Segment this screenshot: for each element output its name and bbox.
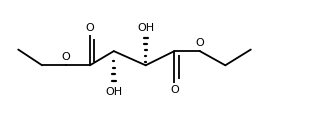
Text: O: O	[170, 85, 179, 95]
Text: O: O	[85, 23, 94, 33]
Text: O: O	[196, 38, 204, 48]
Text: OH: OH	[137, 23, 154, 33]
Text: OH: OH	[105, 87, 122, 97]
Text: O: O	[62, 52, 70, 62]
